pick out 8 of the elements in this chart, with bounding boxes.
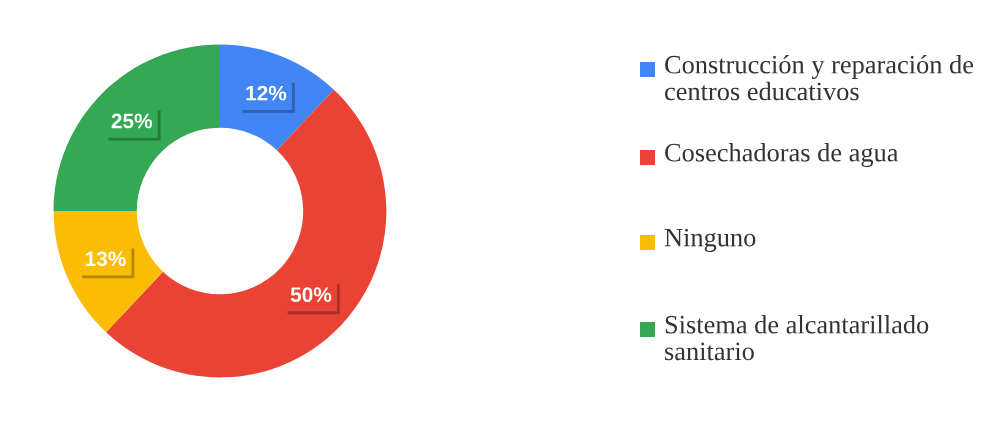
legend-label: Ninguno — [664, 228, 756, 252]
data-label: 12% — [246, 85, 287, 101]
legend-label: Sistema de alcantarillado sanitario — [665, 315, 929, 361]
legend-label: Cosechadoras de agua — [665, 143, 899, 168]
data-label: 13% — [85, 251, 126, 267]
legend-label: Construcción y reparación de centros educativos — [665, 55, 974, 101]
data-label: 50% — [290, 287, 332, 303]
data-label: 25% — [111, 113, 153, 129]
